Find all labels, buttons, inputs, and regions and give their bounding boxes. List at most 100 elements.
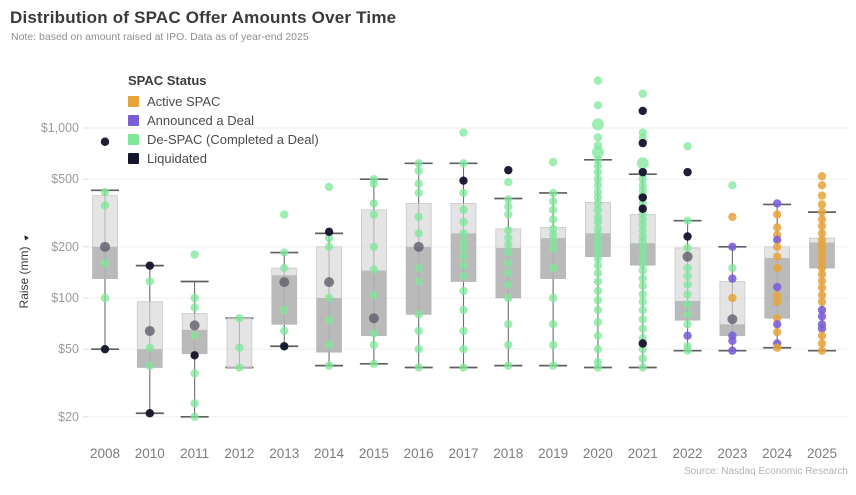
data-point-2024[interactable] xyxy=(772,235,782,244)
data-point-2023[interactable] xyxy=(727,314,738,325)
data-point-2010[interactable] xyxy=(144,325,155,336)
data-point-2025[interactable] xyxy=(817,312,827,321)
data-point-2012[interactable] xyxy=(235,314,244,323)
data-point-2010[interactable] xyxy=(145,409,155,418)
data-point-2008[interactable] xyxy=(100,187,110,197)
data-point-2020[interactable] xyxy=(593,193,603,202)
data-point-2013[interactable] xyxy=(280,326,289,336)
legend-item-announced-a-deal[interactable]: Announced a Deal xyxy=(128,111,319,130)
data-point-2022[interactable] xyxy=(683,331,692,340)
data-point-2018[interactable] xyxy=(504,361,513,370)
data-point-2018[interactable] xyxy=(504,240,513,250)
data-point-2025[interactable] xyxy=(817,270,827,279)
data-point-2016[interactable] xyxy=(414,310,423,319)
data-point-2019[interactable] xyxy=(548,361,558,370)
data-point-2023[interactable] xyxy=(728,293,737,303)
data-point-2021[interactable] xyxy=(638,260,647,269)
data-point-2021[interactable] xyxy=(638,167,647,177)
data-point-2018[interactable] xyxy=(504,320,513,329)
data-point-2020[interactable] xyxy=(593,224,603,234)
data-point-2021[interactable] xyxy=(638,290,647,299)
data-point-2021[interactable] xyxy=(638,274,647,283)
data-point-2010[interactable] xyxy=(145,343,155,352)
data-point-2018[interactable] xyxy=(504,195,513,204)
data-point-2012[interactable] xyxy=(235,363,244,372)
data-point-2018[interactable] xyxy=(504,248,513,257)
data-point-2019[interactable] xyxy=(548,237,558,246)
data-point-2025[interactable] xyxy=(817,200,827,209)
data-point-2024[interactable] xyxy=(772,291,782,301)
data-point-2024[interactable] xyxy=(772,199,782,208)
boxplot-2013[interactable] xyxy=(270,210,299,351)
data-point-2022[interactable] xyxy=(683,216,692,225)
data-point-2017[interactable] xyxy=(459,205,468,215)
data-point-2015[interactable] xyxy=(369,340,379,350)
data-point-2024[interactable] xyxy=(772,252,782,261)
boxplot-2010[interactable] xyxy=(135,261,164,418)
data-point-2019[interactable] xyxy=(548,320,558,329)
data-point-2017[interactable] xyxy=(459,229,468,238)
data-point-2016[interactable] xyxy=(413,241,424,252)
data-point-2020[interactable] xyxy=(593,344,603,354)
data-point-2013[interactable] xyxy=(280,210,289,219)
data-point-2016[interactable] xyxy=(414,277,423,286)
data-point-2020[interactable] xyxy=(593,161,603,170)
data-point-2022[interactable] xyxy=(683,167,692,177)
data-point-2017[interactable] xyxy=(459,271,468,281)
data-point-2013[interactable] xyxy=(279,277,290,288)
data-point-2020[interactable] xyxy=(593,181,603,190)
data-point-2021[interactable] xyxy=(638,354,647,363)
data-point-2018[interactable] xyxy=(504,268,513,278)
data-point-2024[interactable] xyxy=(772,242,782,252)
data-point-2022[interactable] xyxy=(683,263,692,273)
data-point-2020[interactable] xyxy=(593,331,603,340)
data-point-2022[interactable] xyxy=(683,290,692,299)
data-point-2021[interactable] xyxy=(638,106,647,116)
data-point-2022[interactable] xyxy=(683,142,692,151)
data-point-2016[interactable] xyxy=(414,363,423,372)
boxplot-2025[interactable] xyxy=(808,172,836,355)
data-point-2023[interactable] xyxy=(728,181,737,190)
data-point-2025[interactable] xyxy=(817,215,827,224)
data-point-2021[interactable] xyxy=(638,315,647,324)
data-point-2016[interactable] xyxy=(414,344,423,354)
data-point-2008[interactable] xyxy=(100,241,110,252)
data-point-2016[interactable] xyxy=(414,166,423,176)
boxplot-2024[interactable] xyxy=(763,199,792,352)
data-point-2020[interactable] xyxy=(593,217,603,227)
data-point-2025[interactable] xyxy=(817,246,827,255)
data-point-2025[interactable] xyxy=(817,221,827,231)
data-point-2021[interactable] xyxy=(638,242,647,252)
data-point-2008[interactable] xyxy=(100,293,110,303)
data-point-2022[interactable] xyxy=(683,346,692,355)
data-point-2011[interactable] xyxy=(190,293,199,303)
data-point-2012[interactable] xyxy=(235,343,244,352)
data-point-2020[interactable] xyxy=(593,174,603,184)
data-point-2025[interactable] xyxy=(817,229,827,238)
data-point-2016[interactable] xyxy=(414,212,423,222)
data-point-2025[interactable] xyxy=(817,346,827,355)
data-point-2025[interactable] xyxy=(817,263,827,273)
boxplot-2018[interactable] xyxy=(494,165,523,370)
data-point-2020[interactable] xyxy=(593,305,603,315)
boxplot-2021[interactable] xyxy=(628,89,657,372)
data-point-2014[interactable] xyxy=(324,316,334,325)
data-point-2019[interactable] xyxy=(548,230,558,240)
data-point-2020[interactable] xyxy=(591,118,604,131)
data-point-2013[interactable] xyxy=(280,248,289,257)
boxplot-2023[interactable] xyxy=(718,181,747,355)
data-point-2017[interactable] xyxy=(459,159,468,168)
data-point-2021[interactable] xyxy=(638,226,647,235)
data-point-2020[interactable] xyxy=(593,133,603,142)
data-point-2020[interactable] xyxy=(593,101,603,110)
data-point-2022[interactable] xyxy=(683,243,692,253)
data-point-2021[interactable] xyxy=(638,174,647,184)
data-point-2019[interactable] xyxy=(548,263,558,273)
data-point-2016[interactable] xyxy=(414,263,423,273)
data-point-2016[interactable] xyxy=(414,229,423,238)
legend-item-de-spac-completed-a-deal[interactable]: De-SPAC (Completed a Deal) xyxy=(128,130,319,149)
data-point-2014[interactable] xyxy=(324,277,335,288)
data-point-2025[interactable] xyxy=(817,283,827,292)
data-point-2015[interactable] xyxy=(368,313,379,324)
